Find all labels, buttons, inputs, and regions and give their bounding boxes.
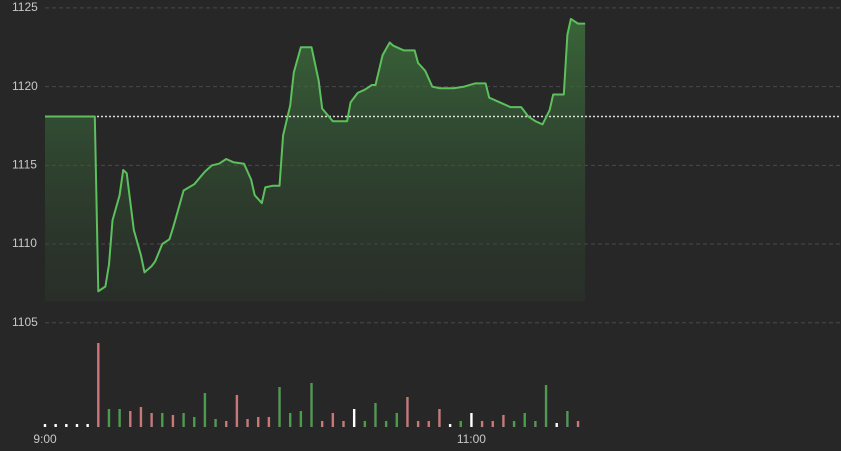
volume-bar	[118, 409, 121, 427]
volume-bar	[43, 424, 47, 427]
volume-bar	[171, 415, 175, 427]
y-tick-label: 1125	[12, 0, 38, 14]
volume-bar	[235, 395, 239, 427]
volume-bar	[150, 413, 153, 427]
area	[45, 18, 586, 302]
volume-bar	[555, 423, 558, 427]
volume-bar	[363, 421, 367, 427]
volume-bar	[406, 397, 409, 427]
y-tick-label: 1120	[12, 79, 38, 93]
volume-bar	[342, 421, 345, 427]
volume-bar	[86, 424, 89, 427]
volume-bar	[576, 421, 580, 427]
volume-bar	[225, 421, 228, 427]
volume-bar	[502, 415, 505, 427]
y-tick-label: 1110	[12, 236, 37, 250]
volume-bar	[320, 421, 324, 427]
volume-bar	[534, 421, 537, 427]
volume-bar	[299, 411, 303, 427]
volume-bar	[246, 419, 249, 427]
volume-bar	[523, 413, 526, 427]
volume-bar	[75, 424, 79, 427]
price-line	[45, 17, 586, 293]
x-tick-label: 9:00	[33, 432, 57, 446]
volume-bar	[203, 393, 207, 427]
x-tick-label: 11:00	[457, 432, 486, 446]
volume-bar	[374, 403, 377, 427]
volume-bar	[459, 421, 462, 427]
volume-bar	[566, 411, 569, 427]
volume-bar	[214, 419, 217, 427]
volume-bar	[384, 421, 388, 427]
volume-bar	[278, 387, 281, 427]
volume-bar	[182, 413, 185, 427]
volume-bar	[139, 407, 143, 427]
volume-bar	[65, 424, 68, 427]
volume-bar	[416, 421, 420, 427]
volume-bar	[491, 421, 494, 427]
volume-bar	[161, 413, 164, 427]
volume-bar	[395, 413, 399, 427]
volume-bar	[193, 417, 196, 427]
y-tick-label: 1105	[12, 315, 38, 329]
volume-bar	[438, 409, 441, 427]
volume-bar	[480, 421, 484, 427]
volume-bar	[267, 417, 271, 427]
volume-bar	[470, 413, 473, 427]
volume-bar	[129, 411, 132, 427]
volume-bar	[512, 421, 516, 427]
volume-bar	[54, 424, 57, 427]
volume-bar	[331, 413, 335, 427]
volume-bar	[257, 417, 260, 427]
volume-bar	[310, 383, 313, 427]
volume-bar	[427, 421, 430, 427]
y-tick-label: 1115	[12, 157, 37, 171]
volume-bar	[97, 343, 100, 427]
volume-bar	[352, 409, 356, 427]
volume-bar	[107, 409, 111, 427]
volume-bar	[288, 413, 292, 427]
volume-bar	[544, 385, 548, 427]
volume-bar	[448, 424, 452, 427]
